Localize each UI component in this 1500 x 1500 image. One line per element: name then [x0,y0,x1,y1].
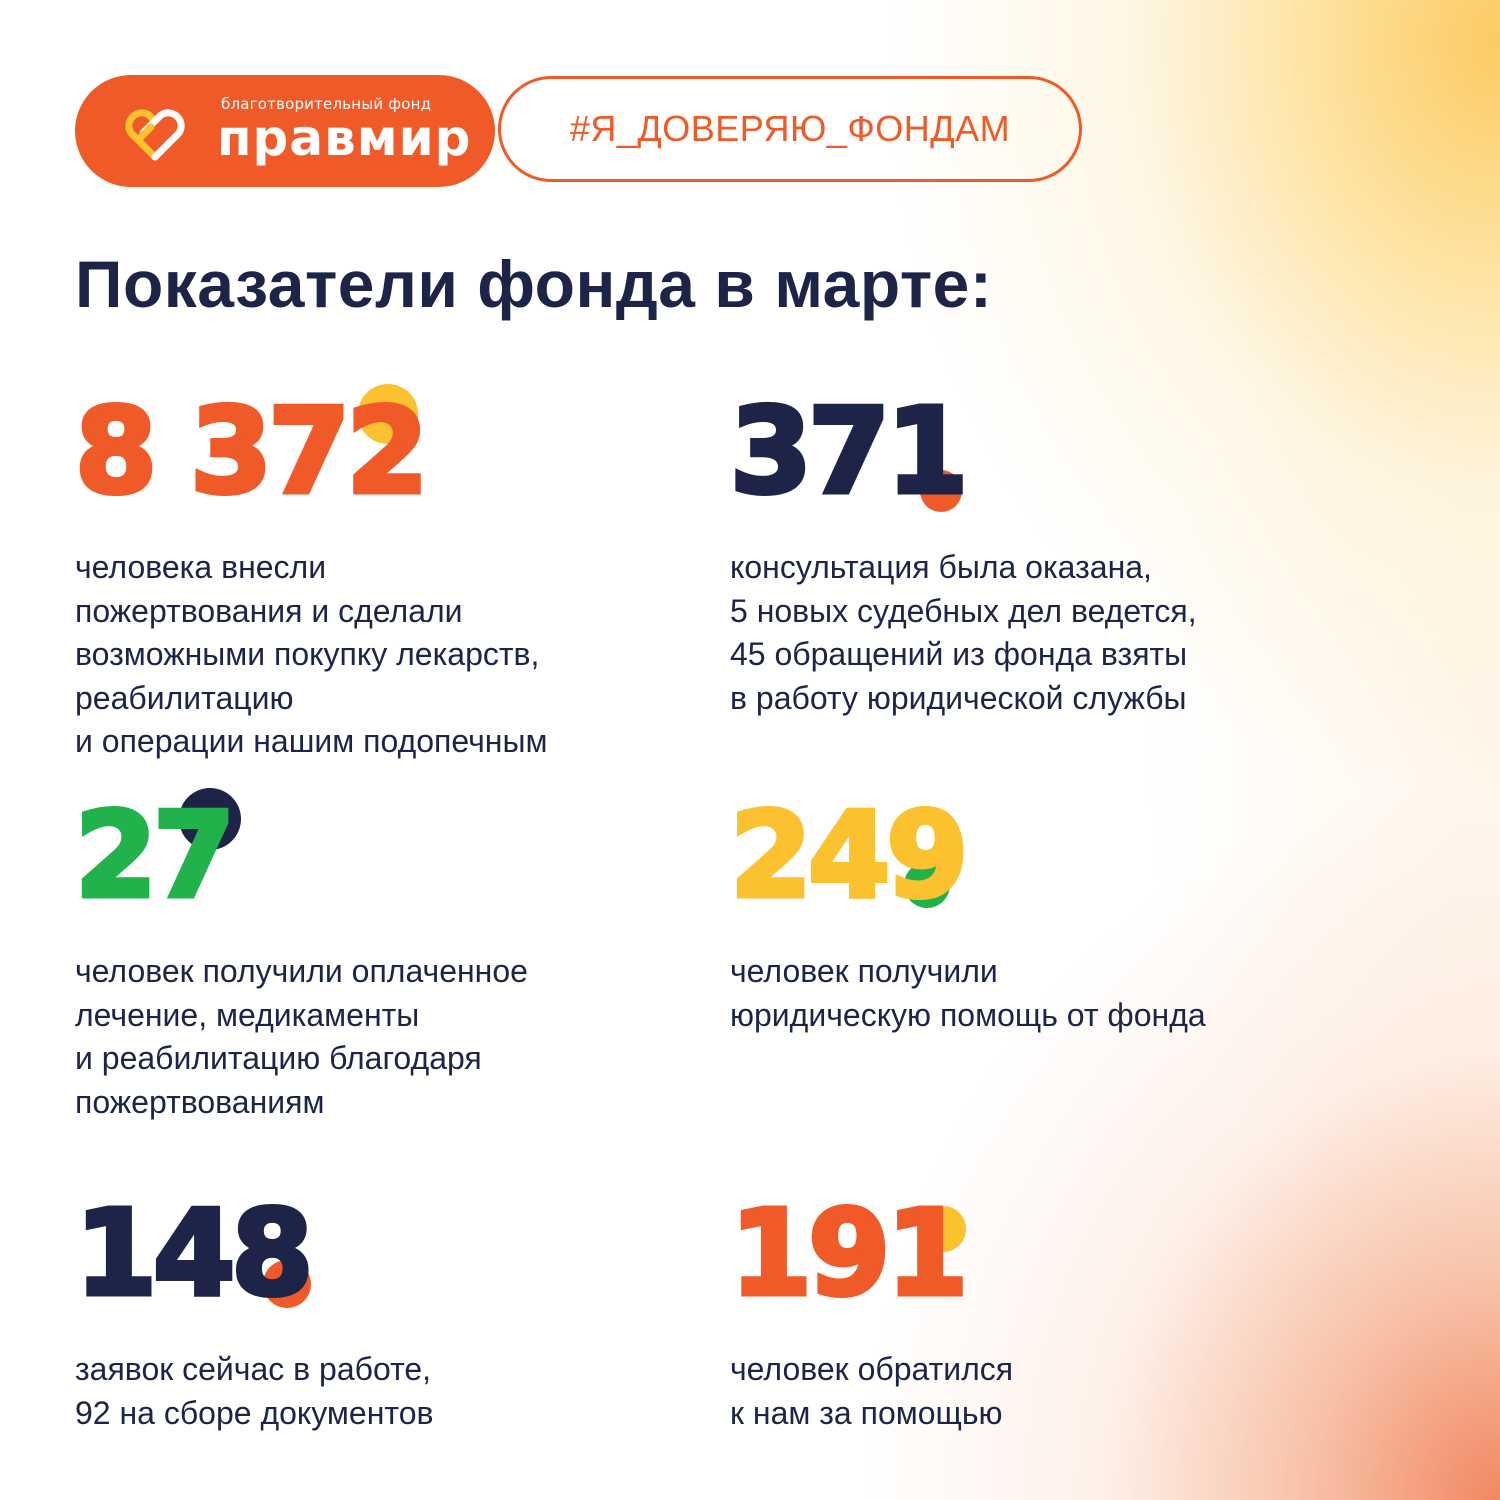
stat-treatment: 27 человек получили оплаченное лечение, … [73,786,528,1124]
description-line: лечение, медикаменты [75,996,420,1033]
accent-dot [263,1260,311,1308]
stat-description: человек получили оплаченное лечение, мед… [75,950,528,1124]
stat-donors: 8 372 человека внесли пожертвования и сд… [72,382,547,764]
stat-description: человека внесли пожертвования и сделали … [75,546,547,764]
accent-dot [920,470,962,512]
accent-dot [179,788,241,850]
description-line: пожертвованиям [75,1083,325,1120]
description-line: и реабилитацию благодаря [75,1040,482,1076]
page-title: Показатели фонда в марте: [75,247,993,321]
description-line: реабилитацию [75,679,294,716]
hashtag-badge[interactable]: #Я_ДОВЕРЯЮ_ФОНДАМ [498,76,1082,182]
description-line: юридическую помощь от фонда [730,996,1206,1033]
stat-number: 371 [728,382,971,520]
accent-dot [904,862,950,908]
stat-consultations: 371 консультация была оказана, 5 новых с… [728,382,1197,720]
description-line: 5 новых судебных дел ведется, [730,592,1197,629]
stat-description: человек получили юридическую помощь от ф… [730,950,1206,1037]
description-line: пожертвования и сделали [75,592,463,629]
description-line: заявок сейчас в работе, [75,1351,432,1387]
accent-dot [358,384,418,444]
stat-number: 27 [73,786,238,924]
stat-description: человек обратился к нам за помощью [730,1348,1013,1435]
description-line: в работу юридической службы [730,679,1187,716]
description-line: и операции нашим подопечным [75,723,548,759]
accent-dot [920,1206,966,1252]
description-line: человека внесли [75,549,327,585]
description-line: 45 обращений из фонда взяты [730,636,1188,672]
stat-description: консультация была оказана, 5 новых судеб… [730,546,1197,720]
stat-requests: 191 человек обратился к нам за помощью [727,1184,1013,1435]
description-line: 92 на сборе документов [75,1394,434,1431]
stat-applications: 148 заявок сейчас в работе, 92 на сборе … [72,1184,433,1435]
brand-subtitle: благотворительный фонд [221,95,432,113]
linked-hearts-icon [125,109,185,161]
stat-number: 148 [72,1184,315,1322]
stat-description: заявок сейчас в работе, 92 на сборе доку… [75,1348,433,1435]
description-line: человек обратился [730,1351,1014,1387]
description-line: консультация была оказана, [730,549,1152,585]
brand-name: правмир [217,109,472,167]
stat-legal-help: 249 человек получили юридическую помощь … [728,786,1206,1037]
description-line: человек получили оплаченное [75,953,528,989]
description-line: к нам за помощью [730,1394,1003,1431]
stat-number: 191 [727,1184,970,1322]
description-line: человек получили [730,953,998,989]
stat-number: 8 372 [72,382,431,520]
description-line: возможными покупку лекарств, [75,636,540,672]
brand-badge[interactable]: благотворительный фонд правмир [75,75,495,187]
stat-number: 249 [728,786,971,924]
